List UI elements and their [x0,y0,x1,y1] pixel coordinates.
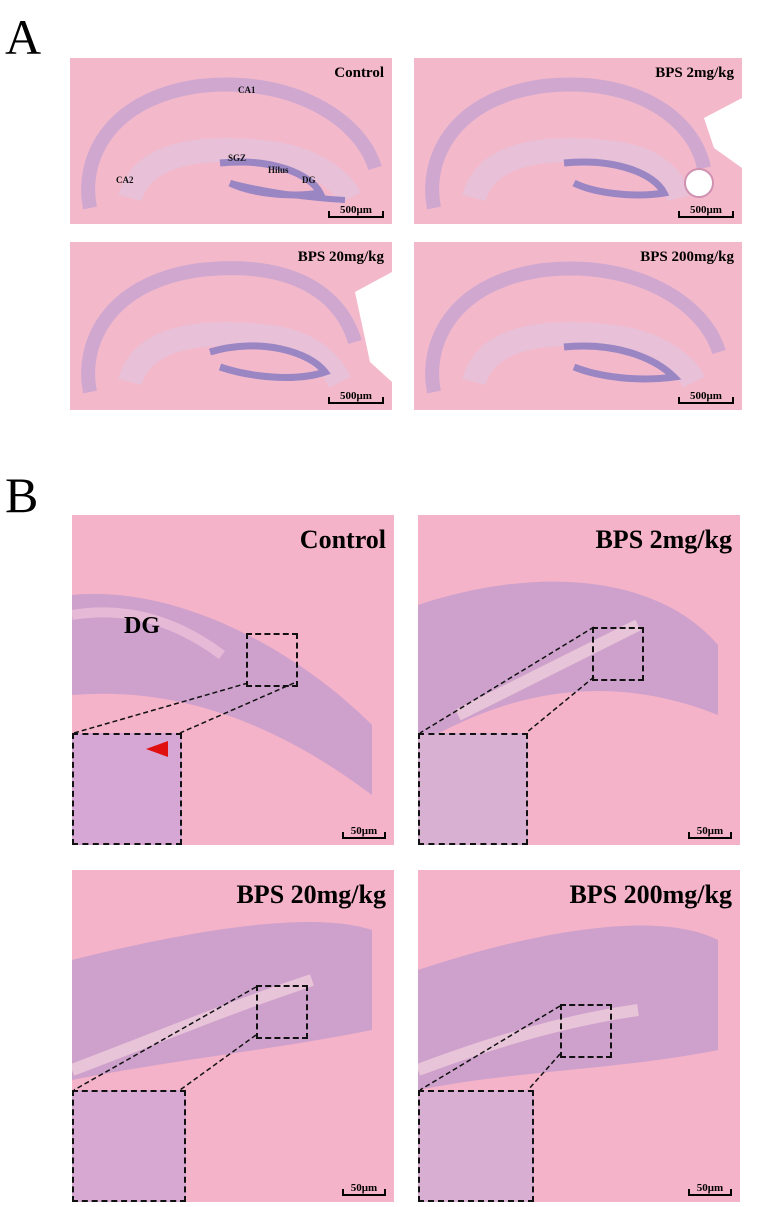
panel-a-tile-bps-200: BPS 200mg/kg 500μm [414,242,742,410]
annotation-dg: DG [302,175,316,185]
tile-label: BPS 20mg/kg [298,249,384,266]
scale-bar: 500μm [328,390,384,404]
panel-a-tile-bps-2: BPS 2mg/kg 500μm [414,58,742,224]
tile-label: BPS 2mg/kg [595,525,732,555]
zoom-region [256,985,308,1039]
panel-b-tile-bps-2: BPS 2mg/kg 50μm [418,515,740,845]
panel-b-tile-control: DG Control 50μm [72,515,394,845]
scale-bar: 50μm [342,1182,386,1196]
zoom-region [246,633,298,687]
annotation-ca1: CA1 [238,85,256,95]
magnified-inset [418,1090,534,1202]
histology-image [414,58,742,224]
tile-label: Control [300,525,386,555]
tile-label: BPS 20mg/kg [236,880,386,910]
panel-a-letter: A [5,12,41,62]
annotation-sgz: SGZ [228,153,246,163]
histology-image [70,58,392,224]
panel-a-tile-bps-20: BPS 20mg/kg 500μm [70,242,392,410]
zoom-region [592,627,644,681]
magnified-inset [72,1090,186,1202]
scale-bar: 500μm [678,390,734,404]
tile-label: BPS 2mg/kg [655,65,734,82]
scale-bar: 500μm [328,204,384,218]
panel-a-tile-control: CA1 CA2 SGZ Hilus DG Control 500μm [70,58,392,224]
magnified-inset [418,733,528,845]
annotation-hilus: Hilus [268,165,289,175]
scale-bar: 50μm [688,1182,732,1196]
zoom-region [560,1004,612,1058]
red-arrow-icon [146,741,168,757]
panel-b-tile-bps-20: BPS 20mg/kg 50μm [72,870,394,1202]
tile-label: BPS 200mg/kg [640,249,734,266]
annotation-dg: DG [124,613,160,640]
scale-bar: 500μm [678,204,734,218]
tile-label: BPS 200mg/kg [569,880,732,910]
panel-b-tile-bps-200: BPS 200mg/kg 50μm [418,870,740,1202]
annotation-ca2: CA2 [116,175,134,185]
scale-bar: 50μm [688,825,732,839]
scale-bar: 50μm [342,825,386,839]
tile-label: Control [334,65,384,82]
panel-b-letter: B [5,470,38,520]
histology-image [414,242,742,410]
histology-image [70,242,392,410]
